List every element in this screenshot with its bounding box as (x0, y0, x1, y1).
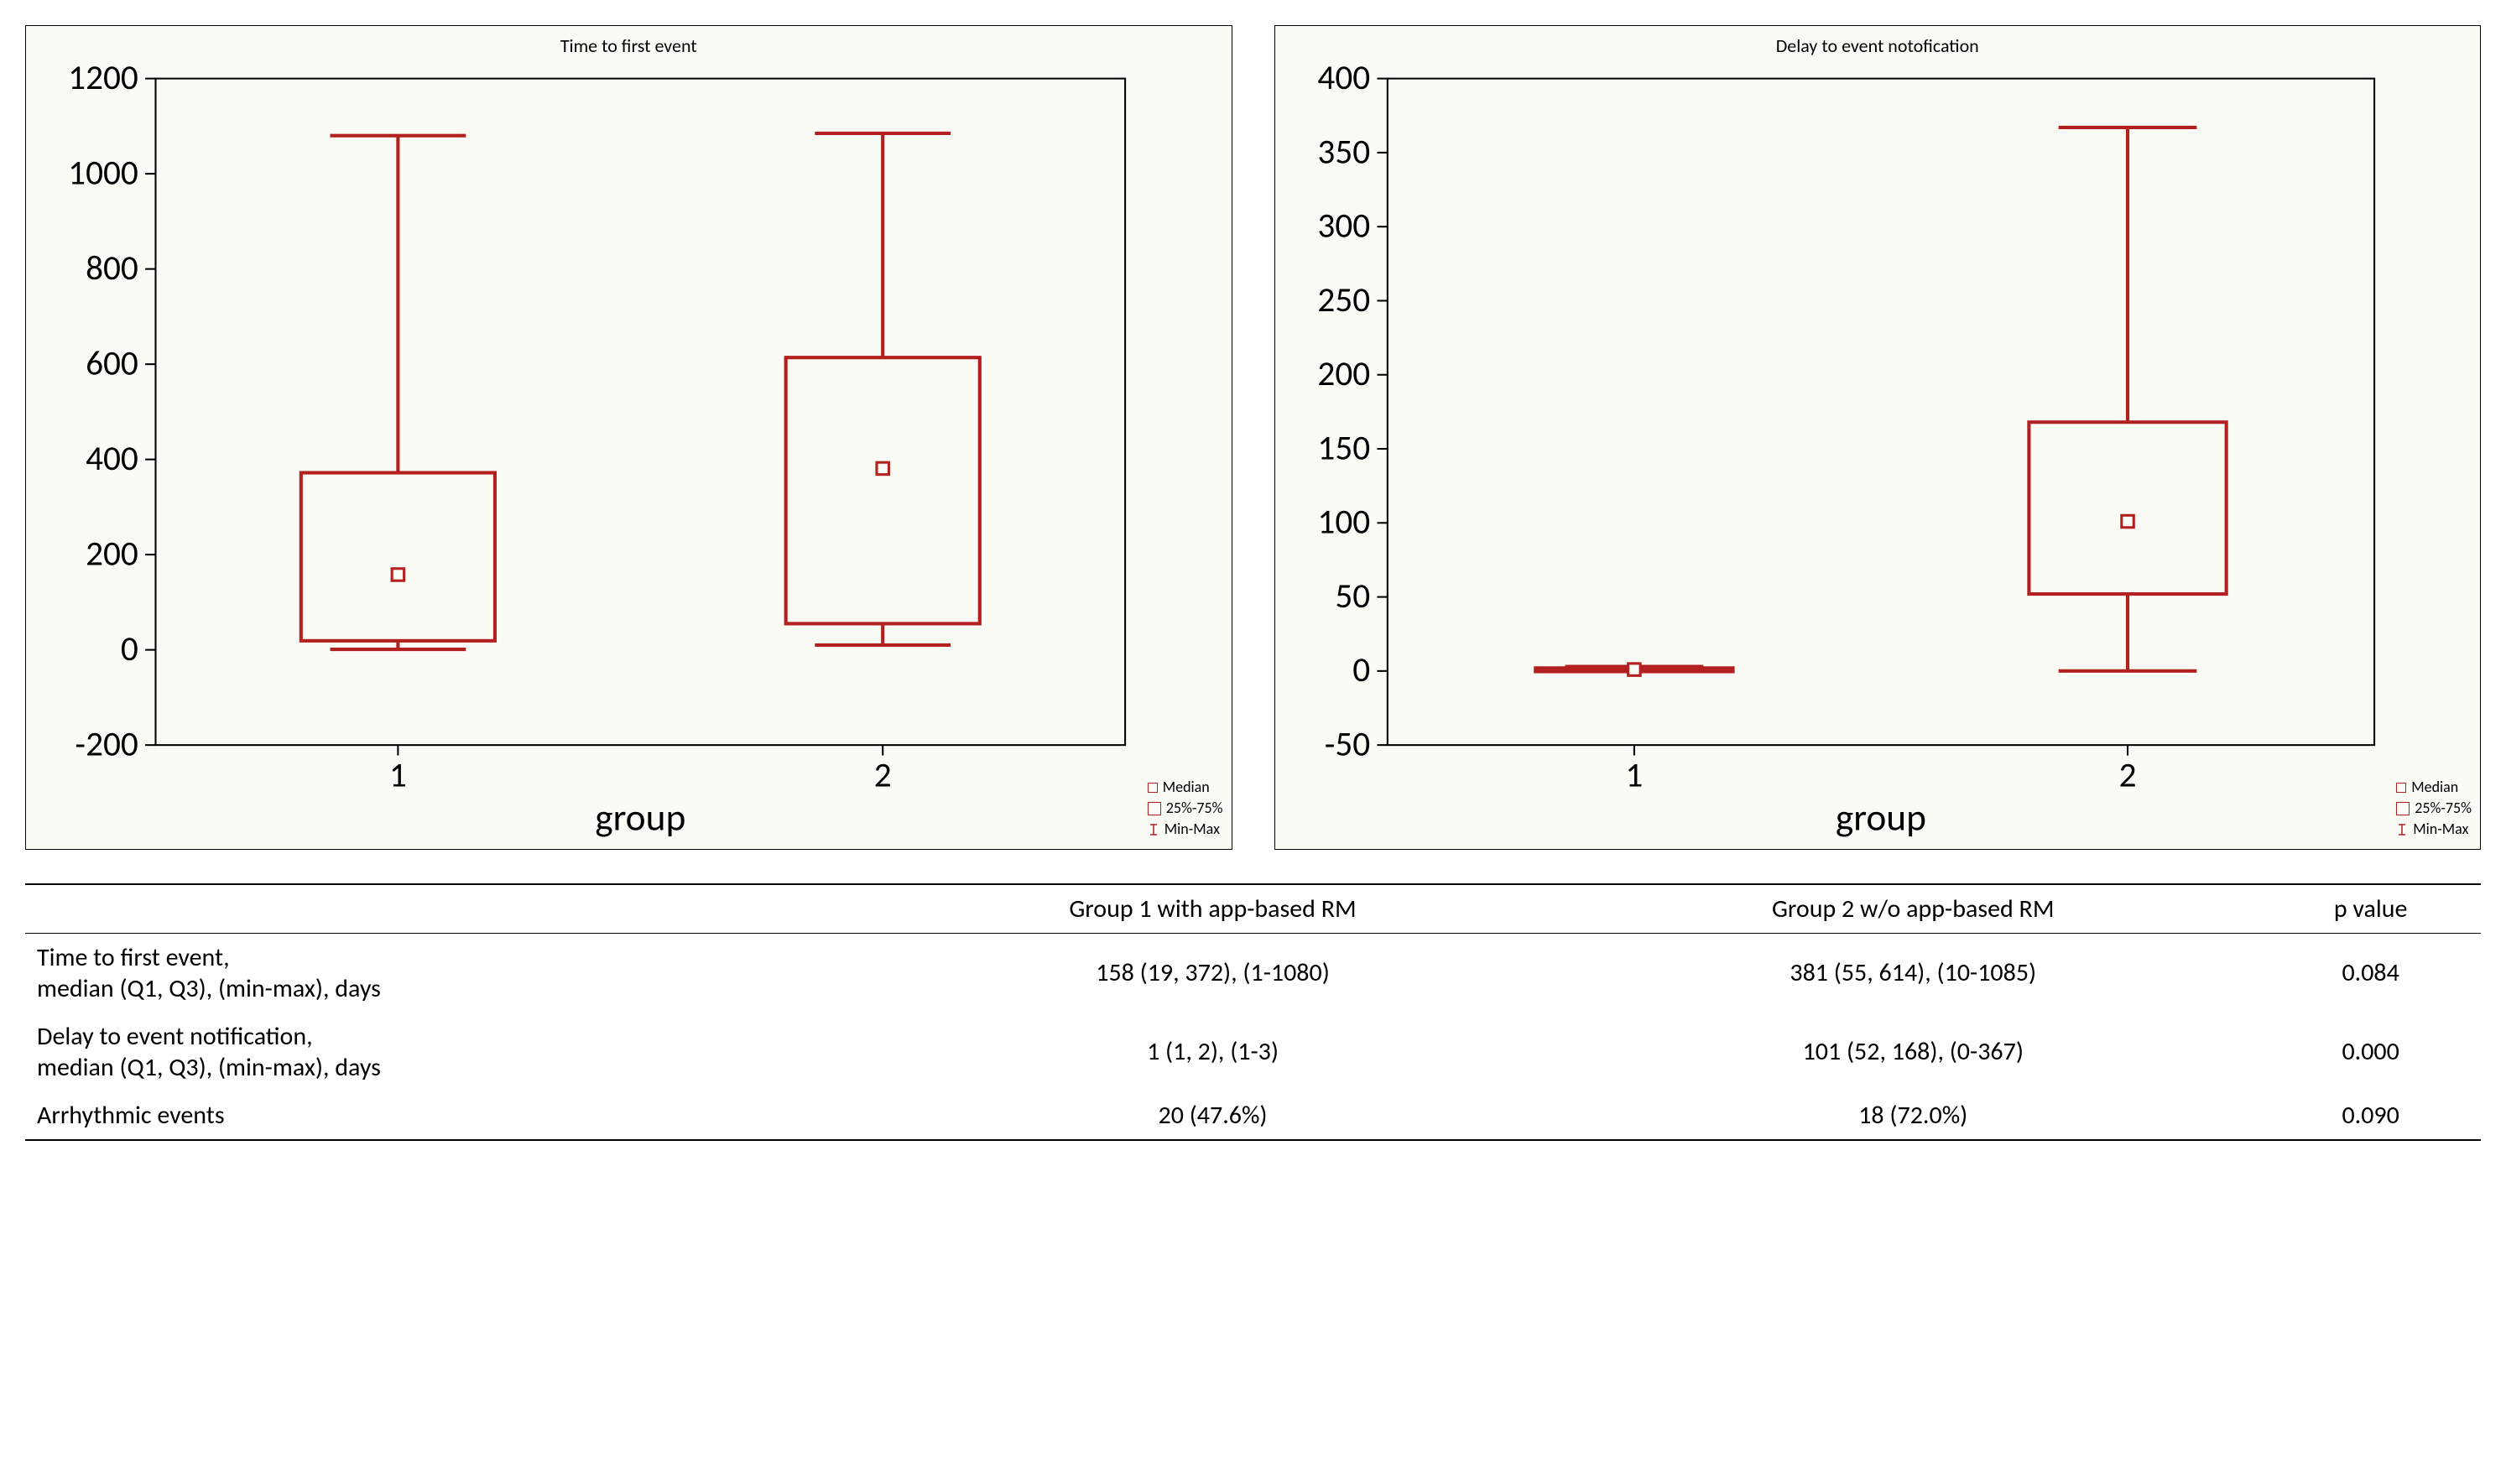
col-pvalue: p value (2260, 884, 2481, 934)
cell-group1: 158 (19, 372), (1-1080) (860, 933, 1566, 1013)
svg-text:2: 2 (874, 755, 892, 797)
chart-title: Delay to event notofication (1284, 34, 2472, 57)
whisker-icon (1148, 823, 1159, 836)
svg-text:350: 350 (1317, 131, 1370, 173)
legend: Median 25%-75% Min-Max (2391, 61, 2472, 841)
cell-group2: 381 (55, 614), (10-1085) (1566, 933, 2260, 1013)
svg-text:200: 200 (1317, 353, 1370, 395)
svg-text:group: group (1835, 794, 1925, 840)
cell-group2: 18 (72.0%) (1566, 1091, 2260, 1140)
svg-text:-200: -200 (75, 724, 138, 766)
col-group1: Group 1 with app-based RM (860, 884, 1566, 934)
svg-text:300: 300 (1317, 206, 1370, 247)
svg-text:150: 150 (1317, 427, 1370, 469)
svg-text:100: 100 (1317, 502, 1370, 544)
cell-group1: 20 (47.6%) (860, 1091, 1566, 1140)
svg-text:0: 0 (1352, 649, 1370, 691)
cell-pvalue: 0.090 (2260, 1091, 2481, 1140)
cell-group2: 101 (52, 168), (0-367) (1566, 1013, 2260, 1091)
svg-text:200: 200 (86, 534, 138, 575)
legend: Median 25%-75% Min-Max (1143, 61, 1223, 841)
boxplot-svg-1: -50 0 50 100 150 200 250 300 350 400 1 2 group (1284, 61, 2392, 841)
table-row: Delay to event notification,median (Q1, … (25, 1013, 2481, 1091)
cell-pvalue: 0.084 (2260, 933, 2481, 1013)
svg-text:600: 600 (86, 343, 138, 385)
results-table: Group 1 with app-based RM Group 2 w/o ap… (25, 883, 2481, 1141)
median-icon (1148, 783, 1158, 793)
table-row: Arrhythmic events20 (47.6%)18 (72.0%)0.0… (25, 1091, 2481, 1140)
col-group2: Group 2 w/o app-based RM (1566, 884, 2260, 934)
charts-row: Time to first event -200 0 200 400 600 800 100… (25, 25, 2481, 850)
cell-group1: 1 (1, 2), (1-3) (860, 1013, 1566, 1091)
box-icon (2396, 802, 2410, 815)
svg-text:2: 2 (2118, 755, 2136, 797)
table-body: Time to first event,median (Q1, Q3), (mi… (25, 933, 2481, 1140)
row-label: Arrhythmic events (25, 1091, 860, 1140)
whisker-icon (2396, 823, 2408, 836)
svg-text:50: 50 (1335, 575, 1370, 617)
svg-text:400: 400 (1317, 61, 1370, 99)
svg-text:1200: 1200 (68, 61, 138, 99)
svg-text:400: 400 (86, 438, 138, 480)
median-icon (2396, 783, 2406, 793)
table-header-row: Group 1 with app-based RM Group 2 w/o ap… (25, 884, 2481, 934)
svg-text:800: 800 (86, 247, 138, 289)
row-label: Time to first event,median (Q1, Q3), (mi… (25, 933, 860, 1013)
col-blank (25, 884, 860, 934)
svg-text:1: 1 (389, 755, 407, 797)
svg-text:1000: 1000 (68, 153, 138, 195)
chart-title: Time to first event (34, 34, 1223, 57)
svg-text:-50: -50 (1324, 724, 1369, 766)
cell-pvalue: 0.000 (2260, 1013, 2481, 1091)
svg-text:0: 0 (121, 628, 138, 670)
svg-text:1: 1 (1625, 755, 1643, 797)
row-label: Delay to event notification,median (Q1, … (25, 1013, 860, 1091)
boxplot-svg-0: -200 0 200 400 600 800 1000 1200 1 2 group (34, 61, 1143, 841)
table-row: Time to first event,median (Q1, Q3), (mi… (25, 933, 2481, 1013)
svg-text:250: 250 (1317, 279, 1370, 321)
chart-time-to-first-event: Time to first event -200 0 200 400 600 800 100… (25, 25, 1232, 850)
box-icon (1148, 802, 1161, 815)
svg-text:group: group (595, 794, 685, 840)
chart-delay-to-notification: Delay to event notofication -50 0 50 100 150… (1274, 25, 2482, 850)
